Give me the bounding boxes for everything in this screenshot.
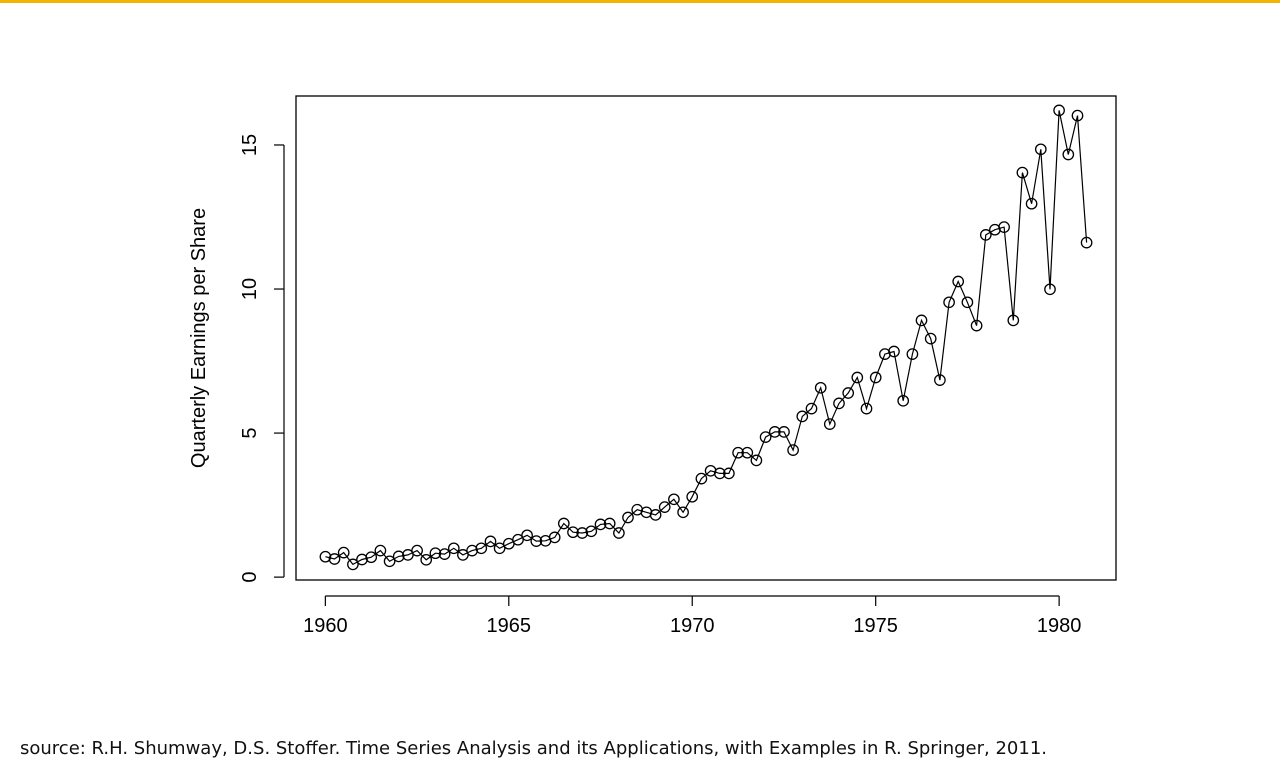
data-point: [750, 454, 763, 467]
data-point: [934, 374, 946, 386]
data-point: [493, 542, 506, 555]
data-point: [778, 426, 790, 438]
data-point: [1007, 314, 1020, 327]
data-point: [585, 525, 598, 538]
data-point: [548, 531, 561, 544]
data-point: [796, 410, 809, 423]
data-point: [869, 371, 882, 384]
data-point: [906, 348, 919, 360]
data-point: [613, 527, 625, 539]
data-point: [787, 444, 799, 456]
data-point: [943, 296, 955, 309]
data-point: [668, 493, 680, 506]
y-tick-label: 0: [239, 572, 261, 583]
data-point: [924, 332, 937, 345]
data-point: [888, 345, 900, 358]
data-point: [833, 397, 845, 410]
data-point: [438, 548, 451, 560]
data-point: [521, 529, 533, 542]
data-point: [851, 371, 864, 384]
data-point: [429, 547, 442, 560]
data-point: [347, 558, 359, 571]
data-point: [411, 544, 423, 557]
data-point: [328, 553, 341, 565]
x-tick-label: 1970: [670, 615, 715, 637]
data-point: [457, 549, 469, 561]
data-point: [337, 546, 350, 559]
data-point: [567, 526, 579, 539]
data-point: [383, 555, 396, 568]
data-point: [420, 553, 433, 566]
data-point: [374, 544, 387, 557]
data-point: [365, 551, 378, 564]
data-point: [658, 501, 671, 513]
x-tick-label: 1975: [853, 615, 898, 637]
data-point: [1034, 143, 1047, 156]
y-tick-label: 10: [239, 278, 261, 300]
data-point: [842, 387, 855, 399]
data-point: [686, 490, 699, 503]
series-points: [319, 104, 1093, 571]
data-point: [622, 511, 634, 524]
y-axis: 0 5 10 15: [239, 134, 285, 583]
plot-frame: [295, 95, 1117, 581]
data-point: [732, 446, 744, 459]
data-point: [805, 402, 818, 415]
data-point: [1071, 109, 1084, 122]
data-point: [1053, 104, 1065, 117]
data-point: [768, 426, 781, 438]
data-point: [979, 229, 992, 241]
data-point: [392, 550, 405, 563]
y-tick-label: 15: [239, 134, 261, 156]
data-point: [1025, 197, 1038, 210]
data-point: [1080, 236, 1093, 249]
x-axis: 1960 1965 1970 1975 1980: [303, 595, 1082, 637]
data-point: [576, 527, 589, 539]
x-tick-label: 1965: [487, 615, 532, 637]
data-point: [484, 535, 497, 548]
x-tick-label: 1960: [303, 615, 348, 637]
y-axis-label: Quarterly Earnings per Share: [188, 208, 210, 468]
data-point: [677, 506, 689, 519]
data-point: [603, 517, 616, 530]
data-point: [557, 517, 570, 530]
data-point: [814, 381, 827, 394]
data-point: [741, 446, 754, 459]
data-point: [897, 394, 910, 407]
data-point: [915, 314, 928, 327]
data-point: [952, 275, 965, 288]
y-tick-label: 5: [239, 428, 261, 439]
data-point: [961, 296, 974, 309]
data-point: [759, 431, 772, 443]
data-point: [723, 467, 735, 480]
data-point: [695, 472, 708, 485]
series-line: [325, 110, 1088, 566]
data-point: [1044, 283, 1056, 296]
data-point: [319, 550, 332, 563]
x-tick-label: 1980: [1037, 615, 1082, 637]
data-point: [402, 549, 414, 561]
data-point: [823, 418, 836, 430]
earnings-line-chart: 1960 1965 1970 1975 1980 0 5 10 15 Quarterly Ea…: [188, 95, 1117, 637]
data-point: [512, 533, 524, 546]
data-point: [447, 542, 460, 555]
data-point: [475, 542, 488, 555]
data-point: [713, 467, 726, 480]
data-point: [860, 402, 873, 415]
data-point: [1062, 148, 1075, 161]
data-point: [594, 518, 607, 531]
top-accent-rule: [0, 0, 1280, 3]
data-point: [970, 319, 983, 332]
data-point: [998, 221, 1010, 233]
source-citation: source: R.H. Shumway, D.S. Stoffer. Time…: [20, 738, 1047, 759]
data-point: [1016, 166, 1029, 179]
data-point: [649, 509, 662, 521]
data-point: [530, 535, 543, 547]
